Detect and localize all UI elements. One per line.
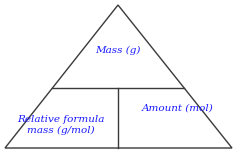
Text: Mass (g): Mass (g) (95, 46, 141, 55)
Text: Amount (mol): Amount (mol) (142, 103, 214, 113)
Text: Relative formula
mass (g/mol): Relative formula mass (g/mol) (17, 115, 104, 135)
